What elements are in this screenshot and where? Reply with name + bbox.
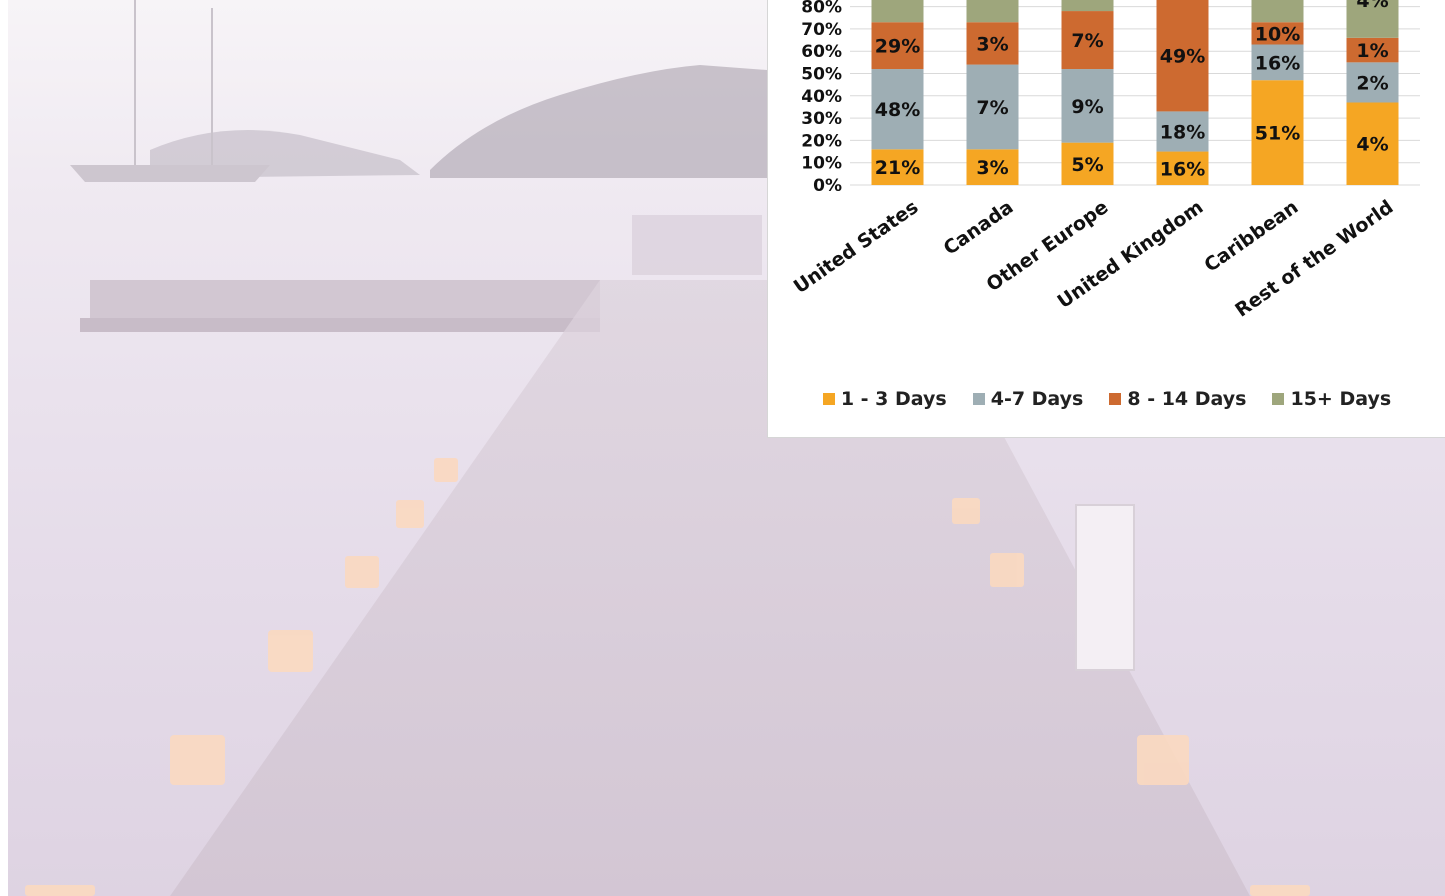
y-axis: 0%10% 20%30%40%50% 60%70% 80% (801, 0, 842, 196)
legend-swatch (972, 393, 985, 405)
legend-label: 4-7 Days (990, 388, 1084, 410)
bar-segment (1251, 22, 1304, 45)
gridlines (850, 6, 1420, 186)
data-label: 1% (1356, 40, 1388, 62)
bar-segment (1251, 80, 1304, 185)
y-tick-label: 50% (801, 65, 842, 85)
bar-segment (1346, 62, 1399, 103)
legend-swatch (1109, 393, 1122, 405)
data-label: 18% (1160, 121, 1205, 143)
data-label: 48% (875, 99, 920, 121)
legend-label: 15+ Days (1290, 388, 1392, 410)
data-label: 2% (1356, 72, 1388, 94)
bars (871, 0, 1399, 185)
legend-item: 8 - 14 Days (1109, 388, 1246, 410)
legend-label: 1 - 3 Days (840, 388, 947, 410)
bar-segment (1346, 37, 1399, 63)
data-label: 5% (1071, 154, 1103, 176)
legend-swatch (822, 393, 835, 405)
data-label: 51% (1255, 123, 1300, 145)
y-tick-label: 80% (801, 0, 842, 18)
data-label: 9% (1071, 96, 1103, 118)
y-tick-label: 0% (813, 176, 842, 196)
bar-segment (871, 0, 924, 23)
bar-segment (966, 64, 1019, 150)
stacked-bar-chart: 0%10%20%30%40%50%60%70%80% 21%48%29%3%7%… (790, 0, 1420, 322)
data-label: 4% (1356, 0, 1388, 12)
data-label: 7% (976, 97, 1008, 119)
data-label: 4% (1356, 134, 1388, 156)
legend-item: 4-7 Days (972, 388, 1084, 410)
y-tick-label: 60% (801, 42, 842, 62)
bar-segment (871, 22, 924, 70)
y-tick-label: 20% (801, 131, 842, 151)
bar-segment (1251, 44, 1304, 81)
x-tick-label: United States (790, 196, 923, 298)
data-label: 7% (1071, 30, 1103, 52)
data-label: 16% (1160, 158, 1205, 180)
data-label: 49% (1160, 46, 1205, 68)
bar-segment (1251, 0, 1304, 23)
y-tick-label: 70% (801, 20, 842, 40)
x-tick-label: Canada (940, 196, 1018, 260)
y-tick-label: 10% (801, 154, 842, 174)
data-labels: 21% 48% 29% 3% 7% 3% 5% 9% 7% 16% 18% 49% 51% 16% 10% 4… (875, 0, 1389, 180)
legend-swatch (1272, 393, 1285, 405)
bar-segment (966, 149, 1019, 185)
data-label: 29% (875, 36, 920, 58)
bar-segment (1061, 0, 1114, 12)
bar-segment (1156, 0, 1209, 112)
y-tick-label: 30% (801, 109, 842, 129)
bar-segment (1346, 102, 1399, 185)
data-label: 3% (976, 33, 1008, 55)
bar-segment (871, 149, 924, 185)
legend: 1 - 3 Days 4-7 Days 8 - 14 Days 15+ Days (768, 384, 1445, 414)
chart-panel: 0% 10% 20% 30% 40% 50% 60% 70% 80% 21% 48% 29% 3% 7%… (767, 0, 1445, 438)
bar-segment (1346, 0, 1399, 38)
bar-segment (966, 0, 1019, 23)
bar-segment (966, 22, 1019, 65)
legend-item: 1 - 3 Days (822, 388, 947, 410)
legend-item: 15+ Days (1272, 388, 1391, 410)
bar-segment (1156, 151, 1209, 185)
y-tick-label: 40% (801, 87, 842, 107)
x-tick-label: Rest of the World (1231, 196, 1397, 322)
bar-segment (1061, 69, 1114, 143)
data-label: 3% (976, 157, 1008, 179)
data-label: 21% (875, 157, 920, 179)
data-label: 16% (1255, 52, 1300, 74)
bar-segment (1156, 111, 1209, 152)
bar-segment (1061, 11, 1114, 70)
bar-segment (1061, 142, 1114, 185)
data-label: 10% (1255, 23, 1300, 45)
bar-segment (871, 69, 924, 150)
legend-label: 8 - 14 Days (1127, 388, 1247, 410)
